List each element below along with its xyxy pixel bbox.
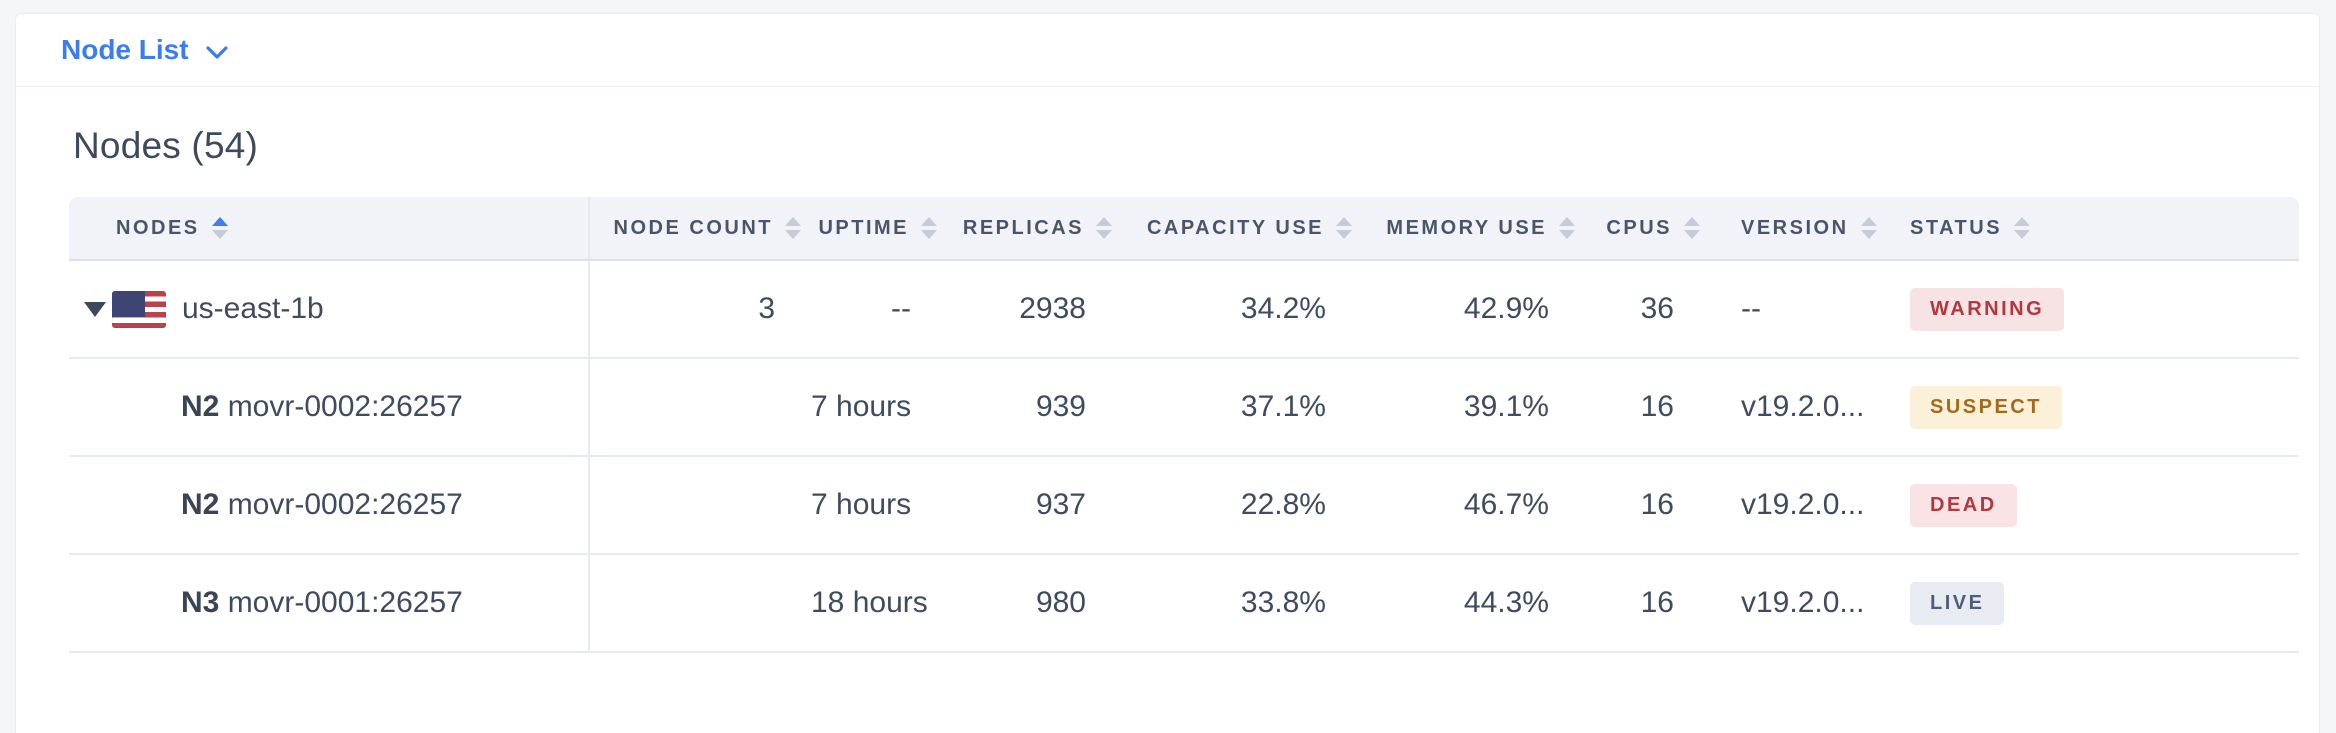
node-row[interactable]: N3 movr-0001:26257 18 hours 980 33.8% 44.3% 1… [69,554,2299,653]
chevron-down-icon [205,36,229,68]
node-list-dropdown[interactable]: Node List [61,32,229,68]
cell-memory_use: 42.9% [1362,260,1585,359]
sort-icon [785,217,801,239]
cell-capacity_use: 33.8% [1122,554,1362,653]
column-label: NODES [116,216,200,239]
cell-cpus: 16 [1585,358,1710,457]
cell-memory_use: 44.3% [1362,554,1585,653]
status-badge: LIVE [1910,581,2005,625]
sort-icon [2014,217,2031,239]
sort-icon [921,217,937,239]
node-row[interactable]: N2 movr-0002:26257 7 hours 937 22.8% 46.7% 16… [69,456,2299,555]
region-row[interactable]: us-east-1b 3 -- 2938 34.2% 42.9% 36 -- WARNING [69,260,2299,359]
status-badge: WARNING [1910,287,2065,331]
cell-node_count: 3 [589,260,811,359]
cell-node_count [589,456,811,555]
status-badge: DEAD [1910,483,2017,527]
cell-version: v19.2.0... [1710,554,1886,653]
cell-node_count [589,554,811,653]
node-address: movr-0002:26257 [219,488,463,521]
cell-version: v19.2.0... [1710,358,1886,457]
nodes-table: NODES NODE COUNT UPTIME REPLICAS CAPACITY US… [69,197,2299,653]
column-label: CPUS [1606,216,1672,239]
cell-nodes: us-east-1b [69,260,590,359]
column-header-version[interactable]: VERSION [1710,197,1886,261]
cell-replicas: 937 [947,456,1122,555]
column-header-replicas[interactable]: REPLICAS [947,197,1122,261]
cell-cpus: 16 [1585,456,1710,555]
cell-replicas: 980 [947,554,1122,653]
column-header-memory_use[interactable]: MEMORY USE [1362,197,1585,261]
sort-icon [1336,217,1352,239]
cell-version: -- [1710,260,1886,359]
sort-icon [1096,217,1112,239]
column-header-nodes[interactable]: NODES [69,197,590,261]
column-label: MEMORY USE [1386,216,1547,239]
cell-status: LIVE [1886,554,2299,653]
node-address: movr-0002:26257 [219,390,463,423]
node-id: N2 [181,390,220,423]
column-header-capacity_use[interactable]: CAPACITY USE [1122,197,1362,261]
column-header-status[interactable]: STATUS [1886,197,2299,261]
cell-cpus: 36 [1585,260,1710,359]
cell-uptime: -- [811,260,947,359]
column-header-uptime[interactable]: UPTIME [811,197,947,261]
cell-uptime: 18 hours [811,554,947,653]
column-label: REPLICAS [962,216,1084,239]
cell-node_count [589,358,811,457]
cell-memory_use: 39.1% [1362,358,1585,457]
cell-cpus: 16 [1585,554,1710,653]
column-label: NODE COUNT [613,216,773,239]
column-label: UPTIME [818,216,909,239]
cell-nodes: N2 movr-0002:26257 [69,358,590,457]
us-flag-icon [112,290,166,328]
column-header-node_count[interactable]: NODE COUNT [589,197,811,261]
sort-icon [211,217,228,239]
sort-icon [1860,217,1877,239]
card-body: Nodes (54) NODES NODE COUNT UPTIME REPLICAS… [16,125,2319,653]
column-label: CAPACITY USE [1146,216,1324,239]
cell-capacity_use: 34.2% [1122,260,1362,359]
node-list-card: Node List Nodes (54) NODES NODE COUNT UPTI… [15,13,2320,733]
cell-replicas: 2938 [947,260,1122,359]
sort-icon [1559,217,1575,239]
node-id: N3 [181,586,220,619]
cell-nodes: N3 movr-0001:26257 [69,554,590,653]
collapse-triangle-icon[interactable] [84,301,106,317]
page-title: Nodes (54) [73,125,259,166]
region-name: us-east-1b [182,292,324,325]
cell-nodes: N2 movr-0002:26257 [69,456,590,555]
cell-version: v19.2.0... [1710,456,1886,555]
cell-uptime: 7 hours [811,456,947,555]
node-id: N2 [181,488,220,521]
node-list-dropdown-label: Node List [61,34,189,65]
cell-status: SUSPECT [1886,358,2299,457]
sort-icon [1684,217,1700,239]
cell-capacity_use: 37.1% [1122,358,1362,457]
column-header-cpus[interactable]: CPUS [1585,197,1710,261]
table-header-row: NODES NODE COUNT UPTIME REPLICAS CAPACITY US… [69,197,2299,261]
status-badge: SUSPECT [1910,385,2062,429]
column-label: VERSION [1741,216,1849,239]
cell-status: DEAD [1886,456,2299,555]
column-label: STATUS [1910,216,2003,239]
cell-replicas: 939 [947,358,1122,457]
cell-memory_use: 46.7% [1362,456,1585,555]
node-address: movr-0001:26257 [219,586,463,619]
node-row[interactable]: N2 movr-0002:26257 7 hours 939 37.1% 39.1% 16… [69,358,2299,457]
cell-capacity_use: 22.8% [1122,456,1362,555]
view-selector-bar: Node List [16,14,2319,87]
cell-status: WARNING [1886,260,2299,359]
cell-uptime: 7 hours [811,358,947,457]
